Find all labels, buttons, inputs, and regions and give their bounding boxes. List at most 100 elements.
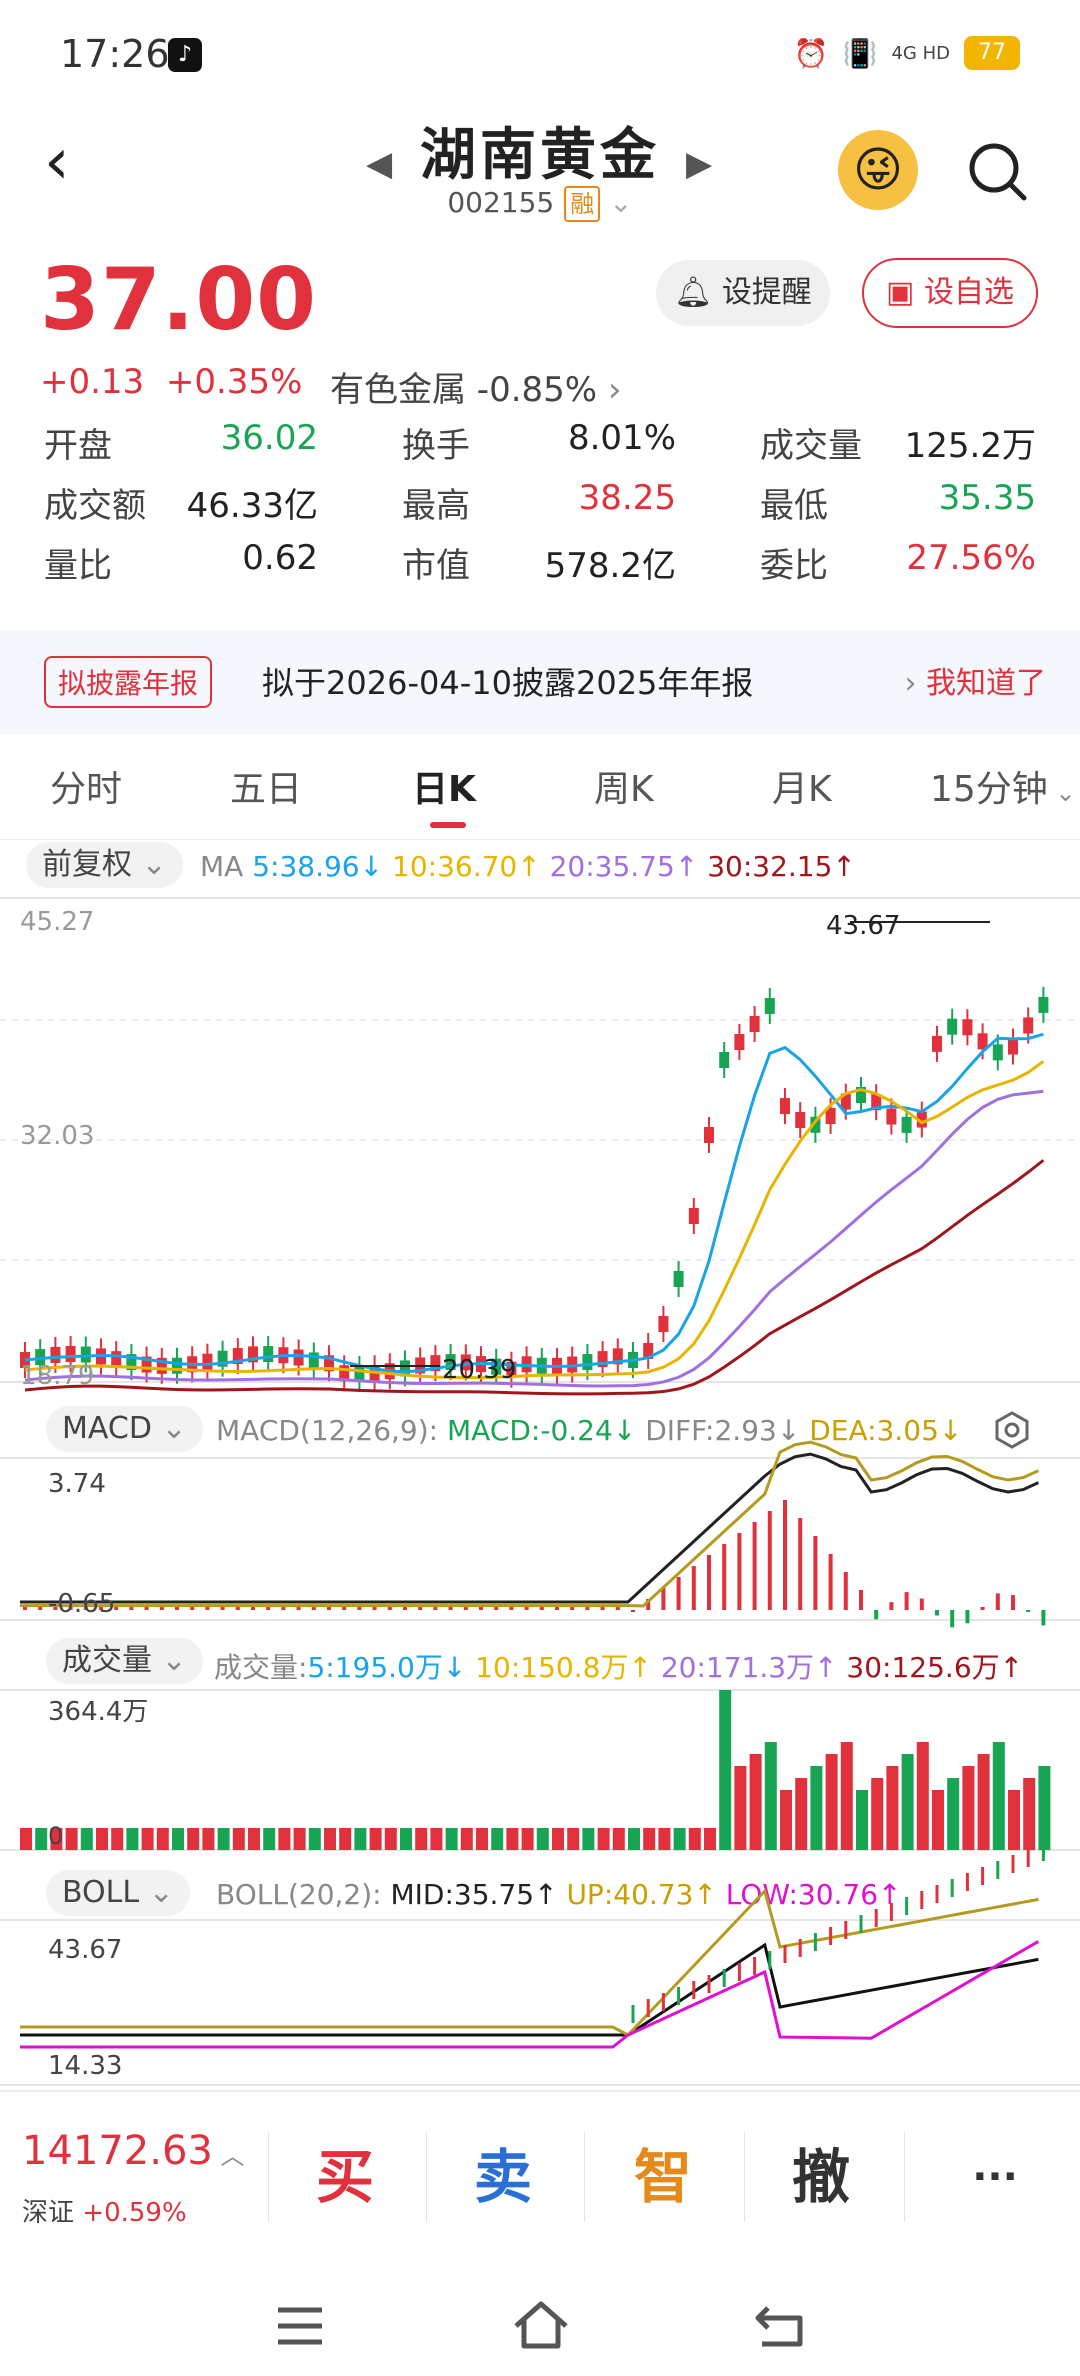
chart-mark [387,1606,392,1610]
stat-value: 0.62 [242,538,318,578]
chart-mark [691,1566,696,1610]
settings-icon[interactable] [992,1410,1032,1450]
chart-mark [80,1828,93,1850]
stats-row: 开盘 36.02 换手 8.01% 成交量 125.2万 [0,418,1080,478]
ma30-value: 30:32.15↑ [707,850,856,883]
stock-code-line[interactable]: 002155 融 ⌄ [0,186,1080,222]
volume-dropdown[interactable]: 成交量 ⌄ [46,1638,203,1684]
stat-label: 成交额 [44,486,146,526]
percent-change: +0.35% [165,362,303,402]
chart-mark [935,1610,939,1616]
chart-mark [704,1127,714,1143]
chart-mark [886,1108,897,1125]
more-button[interactable]: ··· [972,2154,1018,2200]
chart-mark [871,1778,884,1850]
chart-mark [874,1610,879,1620]
buy-button[interactable]: 买 [315,2143,374,2211]
search-icon[interactable] [966,140,1030,204]
volume-label: 成交量 [62,1643,152,1678]
tab-daily-k[interactable]: 日K [412,769,476,810]
boll-ytop: 43.67 [48,1935,122,1965]
macd-dropdown[interactable]: MACD ⌄ [46,1406,203,1452]
chart-mark [491,1828,504,1850]
smart-button[interactable]: 智 [633,2143,692,2211]
cancel-order-button[interactable]: 撤 [791,2143,850,2211]
tab-15min[interactable]: 15分钟 ⌄ [930,760,1076,812]
adjust-dropdown[interactable]: 前复权 ⌄ [26,842,183,888]
chart-mark [20,1942,1039,2037]
back-button[interactable]: ‹ [44,125,70,199]
stat-label: 最低 [760,486,828,526]
chart-mark [919,1598,924,1610]
tab-monthly-k[interactable]: 月K [772,769,832,810]
active-tab-indicator [430,822,466,828]
divider [584,2132,585,2222]
chart-mark [995,1593,1000,1610]
status-icons: ⏰ 📳 4G HD 77 [794,36,1020,70]
boll-legend: BOLL(20,2): MID:35.75↑ UP:40.73↑ LOW:30.… [216,1878,902,1911]
notice-banner[interactable]: 拟披露年报 拟于2026-04-10披露2025年年报 › 我知道了 [0,630,1080,734]
chart-mark [175,1606,179,1610]
chart-mark [600,1606,605,1610]
chart-mark [570,1606,575,1610]
chart-mark [460,1354,471,1371]
chart-mark [901,1754,914,1850]
macd-ybot: -0.65 [48,1589,115,1619]
chart-mark [646,1599,651,1610]
chart-mark [688,1828,701,1850]
boll-dropdown[interactable]: BOLL ⌄ [46,1870,190,1916]
stock-header: ‹ 湖南黄金 ◀ ▶ 002155 融 ⌄ 😜 [0,110,1080,260]
chart-mark [780,1790,792,1850]
chart-mark [780,1098,790,1115]
chart-mark [1011,1595,1015,1610]
add-favorite-button[interactable]: ▣ 设自选 [862,258,1038,328]
prev-stock-arrow-icon[interactable]: ◀ [366,144,393,184]
vol-ma30: 30:125.6万↑ [846,1651,1024,1684]
boll-ybot: 14.33 [48,2051,122,2081]
chart-mark [141,1828,154,1850]
menu-icon[interactable] [276,2304,324,2348]
chart-mark [856,1087,866,1104]
chart-mark [707,1555,711,1610]
k-ytop: 45.27 [20,907,94,937]
status-clock: 17:26 [60,32,170,76]
kline-chart[interactable]: 45.27 32.03 18.79 43.67 20.39 3.74 -0.65… [0,890,1080,2090]
chart-mark [840,1093,851,1110]
chart-mark [111,1351,122,1368]
chart-mark [430,1355,441,1372]
stat-label: 换手 [402,426,470,466]
dismiss-notice-button[interactable]: › 我知道了 [904,658,1046,702]
stat-value: 27.56% [906,538,1036,578]
index-info: 深证 +0.59% [22,2192,187,2229]
next-stock-arrow-icon[interactable]: ▶ [686,144,713,184]
index-widget[interactable]: 14172.63 ︿ [22,2128,245,2174]
chart-mark [83,1606,88,1610]
chart-mark [232,1828,245,1850]
mascot-icon[interactable]: 😜 [838,130,918,210]
chart-mark [615,1606,620,1610]
bell-icon: 🔔︎ [674,275,713,310]
chart-mark [20,1452,1040,1604]
price-change: +0.13 [40,362,145,402]
index-value: 14172.63 [22,2128,213,2174]
chart-mark [202,1353,213,1370]
tab-intraday[interactable]: 分时 [50,769,123,810]
index-pct: +0.59% [82,2198,187,2228]
tab-five-day[interactable]: 五日 [230,769,303,810]
set-alert-button[interactable]: 🔔︎ 设提醒 [656,260,830,326]
home-icon[interactable] [512,2300,570,2350]
chart-mark [220,1606,225,1610]
industry-link[interactable]: 有色金属 -0.85% › [330,362,622,411]
back-nav-icon[interactable] [754,2302,806,2348]
sell-button[interactable]: 卖 [473,2143,532,2211]
k-high-label: 43.67 [826,911,900,941]
tab-weekly-k[interactable]: 周K [594,769,654,810]
stat-label: 开盘 [44,426,112,466]
alert-label: 设提醒 [721,275,812,310]
chart-mark [23,1606,27,1610]
chart-mark [783,1500,787,1610]
chart-mark [1038,1766,1051,1850]
macd-label: MACD [62,1411,152,1446]
chart-mark [324,1828,336,1850]
chart-mark [916,1742,929,1850]
